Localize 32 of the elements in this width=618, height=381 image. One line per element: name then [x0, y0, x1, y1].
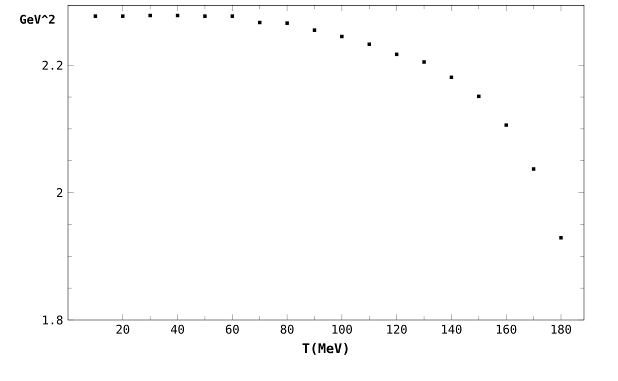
point [368, 42, 372, 46]
x-tick-label: 180 [552, 324, 572, 334]
x-axis-title: T(MeV) [302, 342, 348, 355]
point [559, 236, 563, 240]
x-tick-label: 160 [496, 324, 516, 334]
point [176, 14, 180, 18]
point [450, 76, 454, 80]
x-tick-label: 120 [387, 324, 407, 334]
x-tick-label: 80 [280, 324, 294, 334]
y-tick-label: 2.2 [42, 60, 62, 70]
point [422, 60, 426, 64]
point [258, 20, 262, 24]
point [203, 14, 207, 18]
x-tick-label: 140 [442, 324, 462, 334]
point [394, 52, 398, 56]
point [230, 14, 234, 18]
point [94, 14, 98, 18]
point [532, 167, 536, 171]
point [285, 21, 289, 25]
y-axis-title: GeV^2 [20, 14, 55, 24]
x-tick-label: 100 [332, 324, 352, 334]
y-tick-label: 1.8 [43, 315, 63, 325]
point [477, 94, 481, 98]
y-tick-label: 2 [56, 188, 62, 198]
x-tick-label: 60 [226, 324, 239, 334]
point [121, 14, 125, 18]
point [148, 14, 152, 18]
x-tick-label: 40 [170, 324, 184, 334]
point [340, 34, 344, 38]
point [312, 28, 316, 32]
x-tick-label: 20 [116, 324, 130, 334]
point [504, 123, 508, 127]
